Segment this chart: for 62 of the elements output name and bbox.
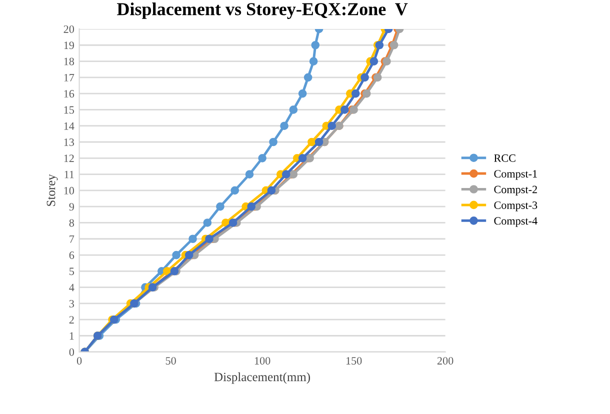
- legend-label: Compst-3: [494, 201, 538, 212]
- y-tick-label: 2: [69, 316, 74, 324]
- y-tick-label: 19: [64, 42, 74, 50]
- y-tick-label: 3: [69, 300, 74, 308]
- y-axis-title: Storey: [46, 174, 58, 206]
- y-tick-label: 16: [64, 90, 74, 98]
- point: [269, 138, 278, 146]
- legend-label: Compst-4: [494, 217, 538, 227]
- y-tick-label: 15: [64, 106, 74, 114]
- x-tick-label: 0: [76, 357, 82, 365]
- point: [289, 106, 298, 114]
- point: [280, 122, 288, 130]
- y-tick-label: 20: [64, 25, 74, 33]
- y-tick-label: 0: [69, 348, 74, 356]
- x-tick-label: 150: [346, 357, 362, 365]
- y-tick-label: 14: [64, 122, 74, 130]
- point: [184, 250, 194, 260]
- y-tick-label: 11: [64, 170, 74, 178]
- legend-label: Compst-2: [494, 186, 537, 196]
- point: [311, 40, 320, 50]
- y-tick-label: 7: [70, 235, 74, 243]
- point: [351, 89, 360, 98]
- point: [247, 202, 256, 211]
- point: [162, 267, 172, 276]
- point: [298, 89, 307, 98]
- point: [282, 170, 290, 178]
- legend-label: Compst-1: [494, 170, 537, 180]
- point: [267, 186, 276, 195]
- y-tick-label: 1: [70, 332, 74, 340]
- y-tick-label: 8: [69, 219, 74, 227]
- y-tick-label: 10: [64, 186, 74, 194]
- point: [188, 234, 197, 244]
- x-tick-label: 100: [254, 357, 270, 365]
- x-tick-label: 50: [166, 357, 176, 365]
- x-axis-title: Displacement(mm): [214, 372, 310, 384]
- point: [203, 218, 212, 227]
- point: [360, 73, 369, 82]
- point: [370, 57, 378, 66]
- y-tick-label: 18: [64, 58, 74, 66]
- point: [230, 186, 240, 195]
- point: [245, 170, 254, 178]
- point: [308, 138, 316, 146]
- x-tick-label: 200: [437, 357, 454, 365]
- legend-label: RCC: [494, 154, 516, 162]
- point: [314, 138, 324, 146]
- point: [216, 202, 224, 211]
- point: [309, 57, 318, 66]
- y-tick-label: 17: [64, 74, 74, 82]
- point: [172, 250, 180, 260]
- point: [328, 122, 336, 130]
- point: [258, 154, 266, 162]
- y-tick-label: 12: [64, 154, 74, 162]
- y-tick-label: 6: [69, 252, 74, 259]
- point: [340, 106, 349, 114]
- point: [298, 154, 307, 162]
- y-tick-label: 5: [70, 268, 74, 276]
- point: [205, 234, 214, 244]
- point: [304, 73, 312, 82]
- y-tick-label: 9: [69, 203, 74, 211]
- y-tick-label: 13: [64, 138, 74, 146]
- y-tick-label: 4: [69, 284, 74, 292]
- chart-title: Displacement vs Storey-EQX:Zone V: [117, 2, 408, 19]
